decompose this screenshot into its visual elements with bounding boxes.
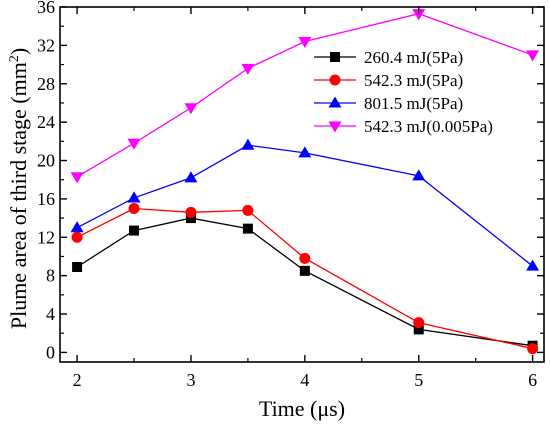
y-axis-title-text: Plume area of third stage (mm [6,62,31,329]
data-point [242,223,253,234]
y-axis-title: Plume area of third stage (mm2) [6,48,31,329]
legend-label: 260.4 mJ(5Pa) [364,48,463,67]
legend-label: 542.3 mJ(0.005Pa) [364,117,493,136]
y-tick-label: 12 [37,227,55,247]
plot-frame [59,6,545,363]
legend-item-3: 801.5 mJ(5Pa) [314,94,463,113]
y-axis-title-superscript: 2 [7,55,22,62]
legend-marker [328,121,342,133]
data-point [412,169,426,181]
legend-item-4: 542.3 mJ(0.005Pa) [314,117,493,136]
legend-item-2: 542.3 mJ(5Pa) [314,71,463,90]
x-axis-title: Time (μs) [259,396,345,421]
y-tick-label: 24 [37,112,55,132]
y-tick-label: 28 [37,74,55,94]
data-point [184,171,198,183]
data-point [298,36,312,49]
data-point [70,172,84,184]
data-point [242,204,254,216]
y-tick-label: 20 [37,151,55,171]
data-point [413,317,425,329]
data-point [70,221,84,233]
series-group [70,9,540,355]
legend-marker [329,74,341,86]
x-tick-label: 5 [414,370,423,390]
data-point [298,146,312,158]
y-tick-label: 0 [46,342,55,362]
data-point [299,265,310,276]
data-point [299,252,311,264]
legend-label: 801.5 mJ(5Pa) [364,94,463,113]
data-point [526,50,540,62]
data-point [412,9,426,21]
data-point [128,202,140,214]
y-tick-label: 36 [37,0,55,17]
data-point [526,259,540,271]
data-point [72,262,83,273]
data-point [184,103,198,115]
data-point [527,343,539,355]
data-point [127,191,141,203]
y-tick-label: 32 [37,35,55,55]
legend-item-1: 260.4 mJ(5Pa) [314,48,463,67]
x-tick-label: 6 [528,370,537,390]
data-point [129,225,140,236]
legend-marker [330,52,340,62]
y-tick-label: 16 [37,189,55,209]
legend-label: 542.3 mJ(5Pa) [364,71,463,90]
y-axis-title-close: ) [6,48,31,55]
x-tick-label: 4 [300,370,309,390]
data-point [241,138,255,150]
series-line [76,217,533,347]
data-point [185,213,196,224]
series-1 [72,213,538,351]
legend-marker [328,96,342,108]
data-point [71,231,83,243]
series-3 [70,138,540,271]
y-tick-label: 8 [46,266,55,286]
series-2 [71,202,539,355]
axes: 2 3 4 5 6 0 4 8 12 16 20 24 28 32 36 [37,0,545,390]
data-point [185,206,197,218]
y-tick-label: 4 [46,304,55,324]
x-tick-label: 3 [186,370,195,390]
series-line [76,144,534,267]
data-point [413,324,424,335]
legend: 260.4 mJ(5Pa) 542.3 mJ(5Pa) 801.5 mJ(5Pa) 5… [314,48,493,136]
series-line [76,207,533,350]
data-point [127,138,141,150]
x-tick-label: 2 [73,370,82,390]
data-point [241,63,255,75]
